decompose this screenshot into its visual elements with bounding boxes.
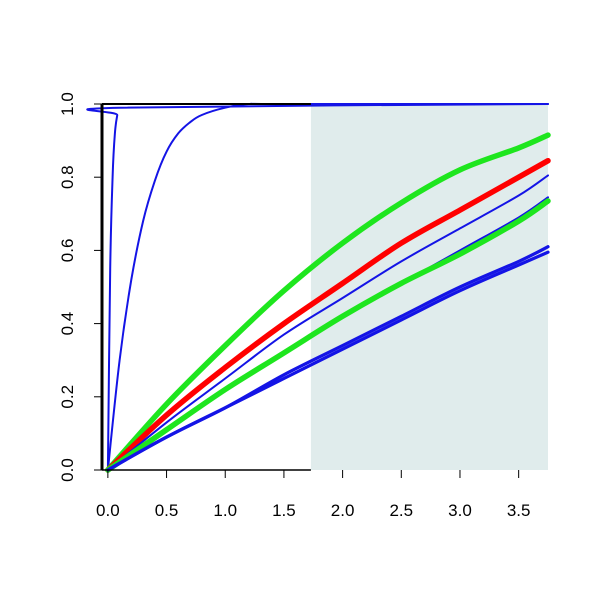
y-tick-label: 0.4 — [58, 312, 77, 336]
x-tick-label: 1.0 — [213, 501, 237, 520]
series-layer — [86, 102, 551, 473]
y-tick-label: 0.6 — [58, 239, 77, 263]
y-tick-label: 0.2 — [58, 385, 77, 409]
axes-layer — [100, 103, 311, 471]
series-line-9 — [106, 250, 550, 472]
shaded-region — [310, 104, 548, 470]
series-line-3 — [105, 132, 551, 473]
series-line-5 — [106, 174, 549, 471]
y-tick-label: 0.8 — [58, 165, 77, 189]
x-tick-label: 2.0 — [331, 501, 355, 520]
series-line-1 — [86, 103, 549, 471]
y-tick-label: 1.0 — [58, 92, 77, 116]
x-tick-label: 0.0 — [96, 501, 120, 520]
x-tick-label: 3.0 — [448, 501, 472, 520]
x-tick-label: 2.5 — [389, 501, 413, 520]
x-tick-label: 0.5 — [155, 501, 179, 520]
series-line-7 — [105, 198, 551, 473]
y-tick-label: 0.0 — [58, 458, 77, 482]
x-tick-label: 1.5 — [272, 501, 296, 520]
x-tick-label: 3.5 — [507, 501, 531, 520]
series-line-4 — [105, 157, 551, 473]
plot-background — [310, 104, 548, 470]
ticks-layer: 0.0 0.5 1.0 1.5 2.0 2.5 3.0 3.5 0.0 0.2 0.4 0.6 0.8 1… — [58, 92, 530, 520]
